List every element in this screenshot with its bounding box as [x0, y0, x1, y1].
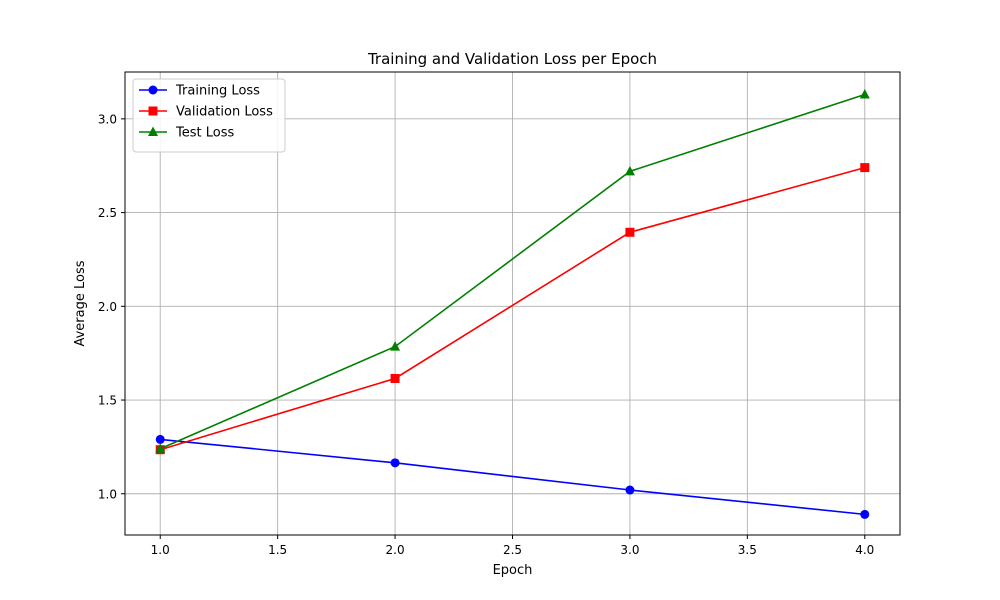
- legend-entry: Training Loss: [139, 84, 260, 99]
- data-point: [860, 163, 870, 173]
- data-point: [155, 443, 166, 453]
- y-tick-label: 2.5: [98, 206, 117, 220]
- x-tick-label: 1.5: [268, 543, 287, 557]
- legend-marker: [148, 106, 158, 116]
- data-point: [625, 227, 635, 237]
- legend-entry: Test Loss: [139, 126, 234, 141]
- y-tick-label: 1.5: [98, 394, 117, 408]
- x-tick-label: 3.0: [620, 543, 639, 557]
- data-point: [390, 458, 400, 468]
- legend-marker: [148, 126, 158, 136]
- legend: Training Loss Validation Loss Test Loss: [132, 78, 286, 153]
- series-line: [159, 166, 865, 451]
- x-tick-label: 3.5: [738, 543, 757, 557]
- chart-title: Training and Validation Loss per Epoch: [367, 50, 657, 68]
- legend-label: Test Loss: [175, 126, 234, 141]
- x-tick-label: 1.0: [151, 543, 170, 557]
- y-tick-label: 2.0: [98, 300, 117, 314]
- legend-marker: [148, 85, 158, 95]
- data-point: [155, 434, 165, 444]
- series-group: [155, 88, 870, 519]
- x-axis-label: Epoch: [493, 563, 533, 578]
- y-axis-label: Average Loss: [73, 260, 88, 346]
- x-tick-label: 2.5: [503, 543, 522, 557]
- data-point: [390, 341, 401, 351]
- legend-label: Validation Loss: [176, 105, 273, 120]
- legend-label: Training Loss: [175, 84, 260, 99]
- data-point: [390, 373, 400, 383]
- series-3: [155, 88, 870, 453]
- x-tick-label: 2.0: [386, 543, 405, 557]
- data-point: [625, 485, 635, 495]
- legend-entry: Validation Loss: [139, 105, 273, 120]
- data-point: [624, 165, 635, 176]
- y-tick-label: 1.0: [98, 487, 117, 501]
- data-point: [859, 88, 870, 99]
- data-point: [860, 509, 870, 519]
- x-tick-label: 4.0: [855, 543, 874, 557]
- series-line: [160, 438, 865, 516]
- series-1: [155, 434, 870, 519]
- y-tick-label: 3.0: [98, 112, 117, 126]
- series-line: [159, 93, 866, 450]
- y-axis-ticks: 1.0 1.5 2.0 2.5 3.0: [98, 112, 125, 501]
- x-axis-ticks: 1.0 1.5 2.0 2.5 3.0 3.5 4.0: [151, 535, 874, 557]
- legend-box: [132, 78, 286, 153]
